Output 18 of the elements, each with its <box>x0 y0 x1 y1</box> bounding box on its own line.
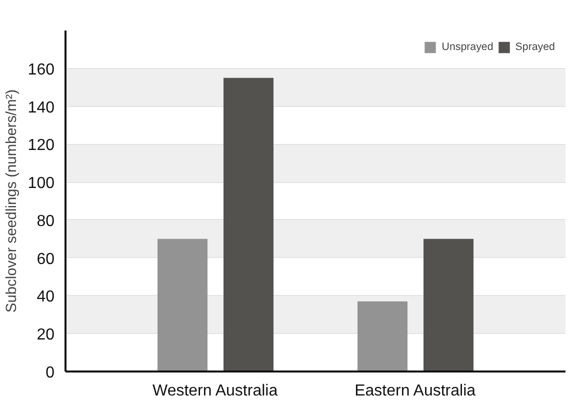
y-tick-label: 80 <box>36 212 55 230</box>
x-tick-label: Eastern Australia <box>354 382 476 400</box>
bar <box>224 78 274 372</box>
y-tick-label: 140 <box>28 99 55 116</box>
legend-label: Unsprayed <box>442 41 494 53</box>
legend-label: Sprayed <box>515 41 555 53</box>
y-tick-label: 160 <box>28 61 55 78</box>
bar <box>158 238 208 372</box>
x-tick-label: Western Australia <box>152 382 278 400</box>
y-tick-label: 20 <box>36 326 55 344</box>
y-tick-label: 0 <box>46 364 55 382</box>
bar <box>358 301 408 372</box>
y-tick-label: 120 <box>28 137 55 154</box>
y-axis-title: Subclover seedlings (numbers/m²) <box>4 89 20 313</box>
bar <box>424 238 474 372</box>
y-tick-label: 40 <box>36 288 55 306</box>
y-tick-label: 100 <box>28 175 55 192</box>
y-tick-label: 60 <box>36 250 55 268</box>
